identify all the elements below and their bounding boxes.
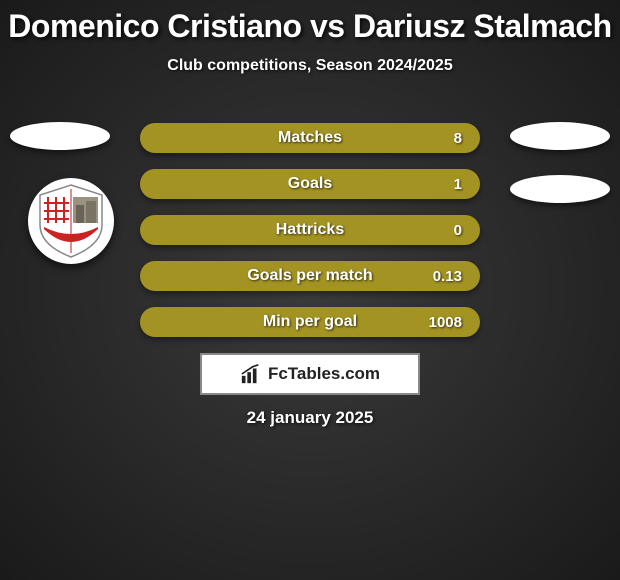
stat-value: 0.13 bbox=[433, 268, 462, 285]
left-plate-icon bbox=[10, 122, 110, 150]
stat-value: 1008 bbox=[429, 314, 462, 331]
stat-value: 0 bbox=[454, 222, 462, 239]
stat-row: Goals per match 0.13 bbox=[140, 261, 480, 291]
stat-row: Hattricks 0 bbox=[140, 215, 480, 245]
stat-row: Goals 1 bbox=[140, 169, 480, 199]
stats-panel: Matches 8 Goals 1 Hattricks 0 Goals per … bbox=[140, 123, 480, 353]
stat-value: 1 bbox=[454, 176, 462, 193]
stat-label: Goals bbox=[140, 175, 480, 193]
page-title: Domenico Cristiano vs Dariusz Stalmach bbox=[0, 0, 620, 45]
stat-label: Matches bbox=[140, 129, 480, 147]
brand-badge: FcTables.com bbox=[200, 353, 420, 395]
brand-text: FcTables.com bbox=[268, 364, 380, 384]
club-crest-icon bbox=[28, 178, 114, 264]
stat-label: Goals per match bbox=[140, 267, 480, 285]
page-subtitle: Club competitions, Season 2024/2025 bbox=[0, 57, 620, 75]
stat-row: Min per goal 1008 bbox=[140, 307, 480, 337]
stat-value: 8 bbox=[454, 130, 462, 147]
right-plate-icon bbox=[510, 122, 610, 150]
bar-chart-icon bbox=[240, 363, 262, 385]
stat-row: Matches 8 bbox=[140, 123, 480, 153]
right-plate-icon-2 bbox=[510, 175, 610, 203]
stat-label: Hattricks bbox=[140, 221, 480, 239]
date-text: 24 january 2025 bbox=[0, 408, 620, 428]
